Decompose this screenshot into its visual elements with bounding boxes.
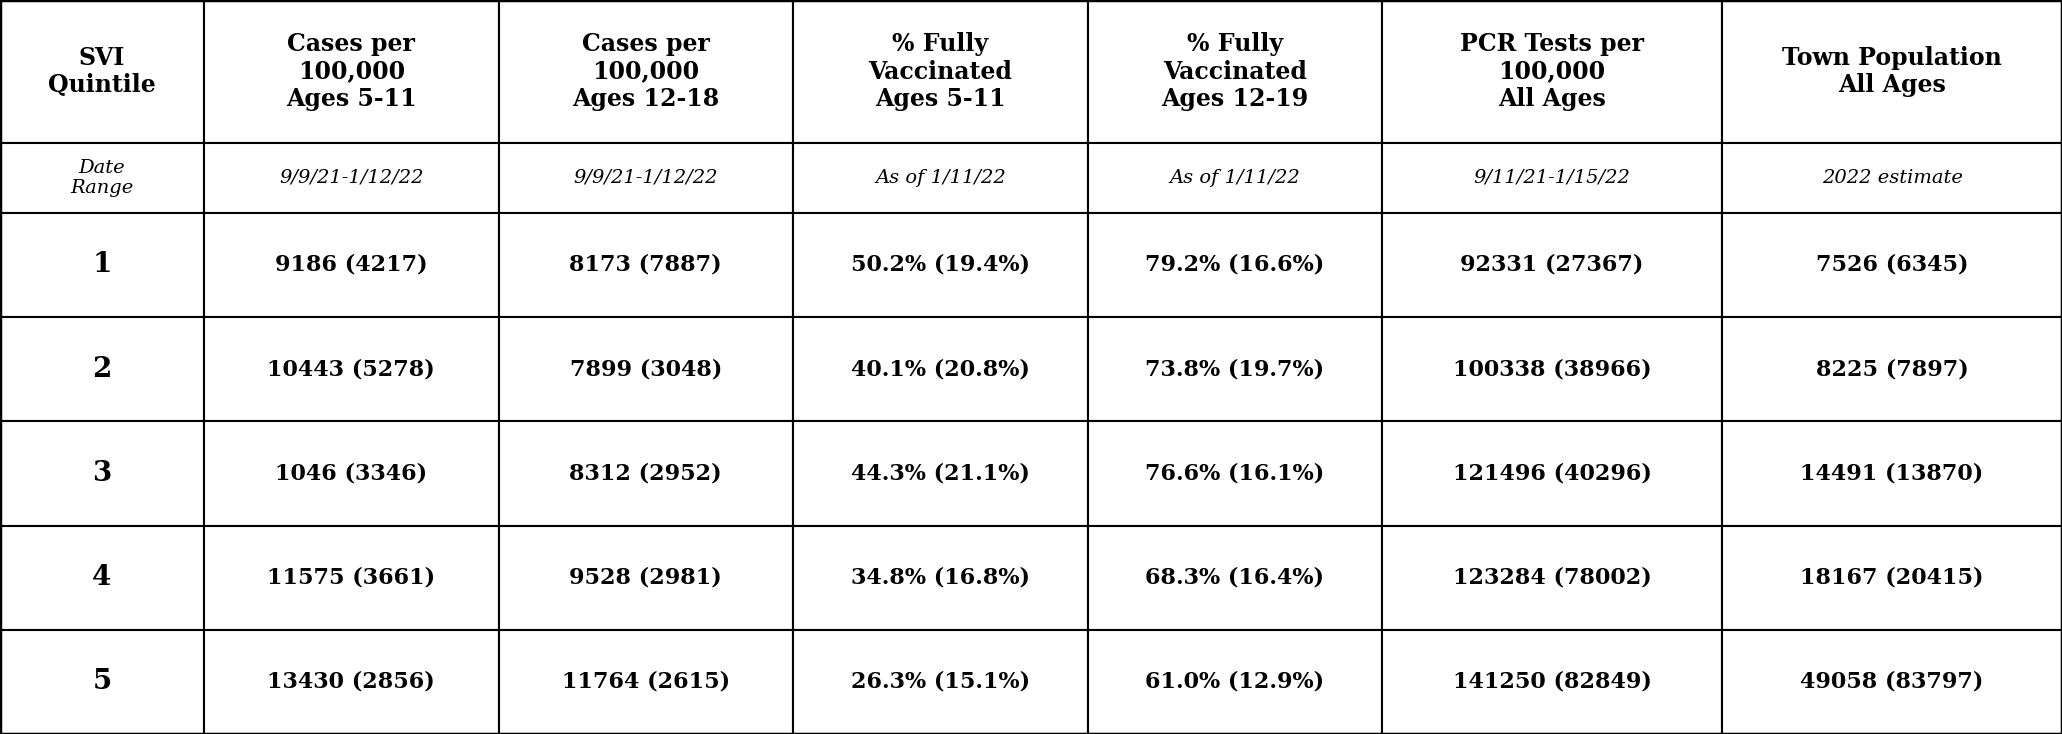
Text: 14491 (13870): 14491 (13870) — [1800, 462, 1984, 484]
Text: 8312 (2952): 8312 (2952) — [569, 462, 722, 484]
Text: 141250 (82849): 141250 (82849) — [1454, 671, 1652, 693]
Text: 13430 (2856): 13430 (2856) — [268, 671, 435, 693]
Bar — [1087, 421, 1382, 526]
Text: 79.2% (16.6%): 79.2% (16.6%) — [1144, 254, 1324, 276]
Text: Cases per
100,000
Ages 5-11: Cases per 100,000 Ages 5-11 — [287, 32, 417, 112]
Bar — [0, 213, 204, 317]
Text: 61.0% (12.9%): 61.0% (12.9%) — [1144, 671, 1324, 693]
Bar — [204, 317, 499, 421]
Bar — [1382, 421, 1722, 526]
Bar — [204, 526, 499, 630]
Text: % Fully
Vaccinated
Ages 5-11: % Fully Vaccinated Ages 5-11 — [868, 32, 1012, 112]
Text: 100338 (38966): 100338 (38966) — [1454, 358, 1652, 380]
Bar — [794, 421, 1087, 526]
Text: 9/9/21-1/12/22: 9/9/21-1/12/22 — [278, 169, 423, 187]
Bar — [499, 143, 794, 213]
Bar — [1382, 526, 1722, 630]
Text: 50.2% (19.4%): 50.2% (19.4%) — [852, 254, 1029, 276]
Bar — [204, 630, 499, 734]
Bar — [0, 0, 204, 143]
Text: 1046 (3346): 1046 (3346) — [274, 462, 427, 484]
Bar — [1382, 143, 1722, 213]
Bar — [1382, 213, 1722, 317]
Text: 34.8% (16.8%): 34.8% (16.8%) — [852, 567, 1029, 589]
Bar — [499, 421, 794, 526]
Text: Town Population
All Ages: Town Population All Ages — [1782, 46, 2002, 98]
Bar — [794, 526, 1087, 630]
Text: 11575 (3661): 11575 (3661) — [268, 567, 435, 589]
Bar — [1382, 317, 1722, 421]
Text: 92331 (27367): 92331 (27367) — [1460, 254, 1643, 276]
Text: Cases per
100,000
Ages 12-18: Cases per 100,000 Ages 12-18 — [571, 32, 720, 112]
Text: 2022 estimate: 2022 estimate — [1821, 169, 1963, 187]
Bar — [794, 317, 1087, 421]
Bar — [1382, 630, 1722, 734]
Text: 7526 (6345): 7526 (6345) — [1817, 254, 1969, 276]
Text: 44.3% (21.1%): 44.3% (21.1%) — [852, 462, 1029, 484]
Text: SVI
Quintile: SVI Quintile — [47, 46, 157, 98]
Text: 8225 (7897): 8225 (7897) — [1817, 358, 1969, 380]
Bar — [1722, 213, 2062, 317]
Bar — [794, 213, 1087, 317]
Bar — [1087, 143, 1382, 213]
Bar — [1087, 213, 1382, 317]
Bar — [1382, 0, 1722, 143]
Text: 123284 (78002): 123284 (78002) — [1454, 567, 1652, 589]
Text: Date
Range: Date Range — [70, 159, 134, 197]
Bar — [0, 421, 204, 526]
Text: 11764 (2615): 11764 (2615) — [561, 671, 730, 693]
Bar — [794, 143, 1087, 213]
Bar — [1722, 0, 2062, 143]
Bar — [794, 630, 1087, 734]
Text: 1: 1 — [93, 252, 111, 278]
Text: 9/11/21-1/15/22: 9/11/21-1/15/22 — [1474, 169, 1631, 187]
Bar — [1722, 630, 2062, 734]
Text: PCR Tests per
100,000
All Ages: PCR Tests per 100,000 All Ages — [1460, 32, 1643, 112]
Text: 2: 2 — [93, 356, 111, 382]
Bar — [0, 630, 204, 734]
Bar — [499, 630, 794, 734]
Bar — [794, 0, 1087, 143]
Bar — [204, 0, 499, 143]
Text: 9528 (2981): 9528 (2981) — [569, 567, 722, 589]
Text: 18167 (20415): 18167 (20415) — [1800, 567, 1984, 589]
Bar — [1087, 0, 1382, 143]
Bar — [499, 0, 794, 143]
Bar — [1087, 630, 1382, 734]
Bar — [1722, 421, 2062, 526]
Text: 4: 4 — [93, 564, 111, 591]
Bar — [1087, 526, 1382, 630]
Text: 49058 (83797): 49058 (83797) — [1800, 671, 1984, 693]
Text: 68.3% (16.4%): 68.3% (16.4%) — [1144, 567, 1324, 589]
Text: 26.3% (15.1%): 26.3% (15.1%) — [852, 671, 1029, 693]
Bar — [499, 317, 794, 421]
Bar — [1722, 317, 2062, 421]
Text: 121496 (40296): 121496 (40296) — [1454, 462, 1652, 484]
Text: % Fully
Vaccinated
Ages 12-19: % Fully Vaccinated Ages 12-19 — [1161, 32, 1309, 112]
Bar — [204, 421, 499, 526]
Text: 9186 (4217): 9186 (4217) — [274, 254, 427, 276]
Text: As of 1/11/22: As of 1/11/22 — [874, 169, 1006, 187]
Text: 9/9/21-1/12/22: 9/9/21-1/12/22 — [573, 169, 718, 187]
Bar — [499, 213, 794, 317]
Text: 3: 3 — [93, 460, 111, 487]
Text: 10443 (5278): 10443 (5278) — [268, 358, 435, 380]
Bar — [1087, 317, 1382, 421]
Text: 40.1% (20.8%): 40.1% (20.8%) — [852, 358, 1029, 380]
Bar — [0, 526, 204, 630]
Bar — [1722, 143, 2062, 213]
Text: As of 1/11/22: As of 1/11/22 — [1169, 169, 1301, 187]
Bar — [204, 213, 499, 317]
Bar — [0, 317, 204, 421]
Text: 7899 (3048): 7899 (3048) — [569, 358, 722, 380]
Bar — [0, 143, 204, 213]
Text: 73.8% (19.7%): 73.8% (19.7%) — [1144, 358, 1324, 380]
Text: 76.6% (16.1%): 76.6% (16.1%) — [1144, 462, 1324, 484]
Text: 8173 (7887): 8173 (7887) — [569, 254, 722, 276]
Bar — [204, 143, 499, 213]
Text: 5: 5 — [93, 669, 111, 695]
Bar — [1722, 526, 2062, 630]
Bar — [499, 526, 794, 630]
